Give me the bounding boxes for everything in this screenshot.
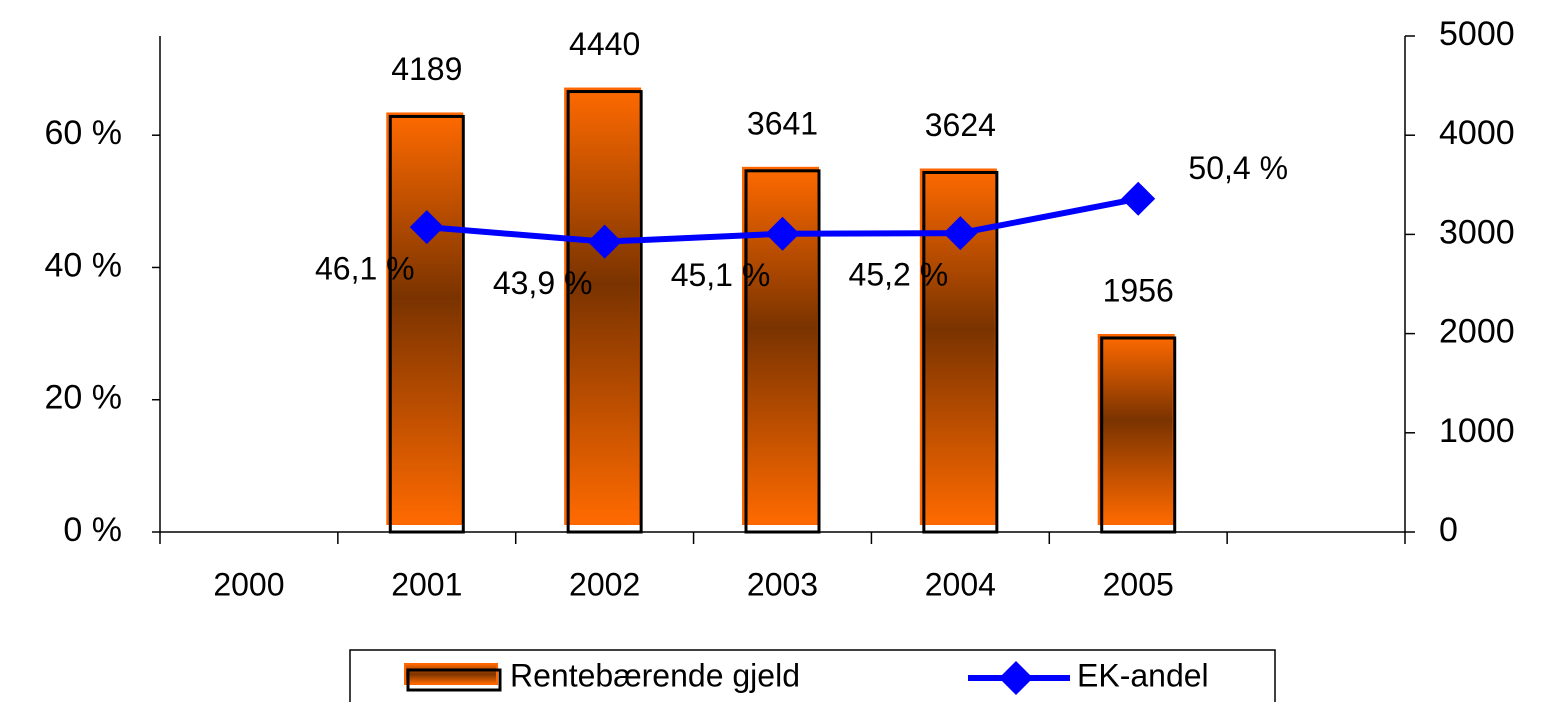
x-tick-label: 2001 xyxy=(391,566,462,602)
bar-value-label: 4440 xyxy=(569,26,640,62)
y2-tick-label: 4000 xyxy=(1439,114,1515,152)
bar xyxy=(386,112,464,525)
bar-value-label: 3624 xyxy=(925,107,996,143)
line-value-label: 45,2 % xyxy=(849,257,949,293)
y-tick-label: 0 % xyxy=(63,511,122,549)
bar-value-label: 1956 xyxy=(1103,272,1174,308)
line-marker xyxy=(1121,181,1156,216)
x-tick-label: 2000 xyxy=(213,566,284,602)
line-marker xyxy=(587,224,622,259)
bar-outline xyxy=(922,170,999,534)
bar-value-label: 3641 xyxy=(747,105,818,141)
legend-swatch xyxy=(404,663,498,685)
x-tick-label: 2004 xyxy=(925,566,996,602)
bar-outline xyxy=(1100,336,1177,534)
x-tick-label: 2005 xyxy=(1103,566,1174,602)
legend-label: Rentebærende gjeld xyxy=(510,657,800,693)
x-tick-label: 2002 xyxy=(569,566,640,602)
line-value-label: 43,9 % xyxy=(493,265,593,301)
y-tick-label: 20 % xyxy=(45,379,123,417)
y2-tick-label: 5000 xyxy=(1439,15,1515,53)
legend-swatch-outline xyxy=(406,668,502,692)
line-marker xyxy=(409,210,444,245)
y2-tick-label: 2000 xyxy=(1439,313,1515,351)
y2-tick-label: 1000 xyxy=(1439,412,1515,450)
y-tick-label: 40 % xyxy=(45,246,123,284)
y2-tick-label: 3000 xyxy=(1439,213,1515,251)
bar-value-label: 4189 xyxy=(391,51,462,87)
line-marker xyxy=(943,216,978,251)
y-tick-label: 60 % xyxy=(45,114,123,152)
bar-outline xyxy=(566,90,643,534)
legend-marker xyxy=(999,661,1033,695)
bar xyxy=(564,87,642,525)
line-value-label: 45,1 % xyxy=(671,257,771,293)
bar-outline xyxy=(388,114,465,534)
legend-label: EK-andel xyxy=(1077,657,1209,693)
bar xyxy=(1097,333,1175,526)
line-value-label: 46,1 % xyxy=(315,251,415,287)
line-marker xyxy=(765,216,800,251)
line-value-label: 50,4 % xyxy=(1188,150,1288,186)
y2-tick-label: 0 xyxy=(1439,511,1458,549)
x-tick-label: 2003 xyxy=(747,566,818,602)
bar-outline xyxy=(744,169,821,534)
legend-box xyxy=(349,649,1276,707)
